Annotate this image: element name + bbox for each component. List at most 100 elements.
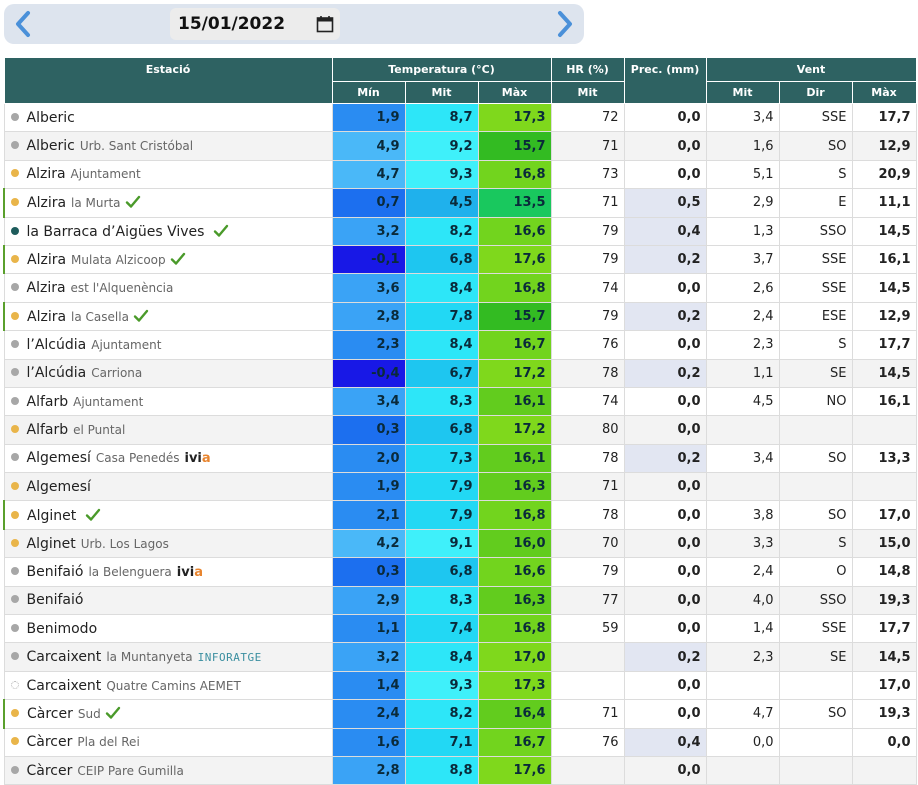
station-row[interactable]: Algemesí Casa Penedés ivia 2,0 7,3 16,1 78 0,2 3… [3, 443, 917, 474]
station-name[interactable]: la Barraca d’Aigües Vives [26, 223, 205, 240]
station-name[interactable]: Algemesí [26, 450, 91, 467]
station-cell[interactable]: Alzira Ajuntament [3, 159, 333, 190]
station-row[interactable]: Benifaió la Belenguera ivia 0,3 6,8 16,6 79 0,0… [3, 557, 917, 587]
station-row[interactable]: Alzira est l'Alquenència 3,6 8,4 16,8 74 0,0 2,… [3, 273, 917, 303]
station-name[interactable]: Alfarb [26, 421, 69, 438]
temp-min-cell: 4,7 [331, 159, 406, 190]
temp-max-cell: 17,2 [477, 358, 552, 388]
station-cell[interactable]: Benimodo [3, 614, 333, 644]
prec-cell: 0,0 [623, 131, 707, 161]
station-cell[interactable]: Alberic [3, 102, 333, 133]
next-day-button[interactable] [548, 6, 582, 42]
station-cell[interactable]: Carcaixent Quatre Camins AEMET [3, 670, 333, 701]
temp-max-cell: 16,8 [477, 500, 552, 530]
station-name[interactable]: Càrcer [26, 762, 73, 779]
temp-max-cell: 16,1 [477, 386, 552, 417]
station-name[interactable]: Alzira [27, 252, 67, 269]
date-input[interactable]: 15/01/2022 [170, 8, 340, 40]
station-name[interactable]: Benimodo [26, 620, 98, 637]
station-cell[interactable]: Alfarb el Puntal [3, 415, 333, 445]
station-row[interactable]: Alzira Ajuntament 4,7 9,3 16,8 73 0,0 5,1 S 20,9 [3, 159, 917, 190]
station-cell[interactable]: Alzira la Murta [3, 188, 333, 218]
station-name[interactable]: Benifaió [26, 563, 84, 580]
station-name[interactable]: Carcaixent [26, 649, 102, 666]
header-temp-mit[interactable]: Mit [404, 81, 479, 104]
station-name[interactable]: Alginet [27, 507, 77, 524]
calendar-icon[interactable] [316, 15, 334, 33]
temp-mit-cell: 7,9 [404, 500, 479, 530]
station-name[interactable]: Càrcer [26, 734, 73, 751]
station-cell[interactable]: Algemesí Casa Penedés ivia [3, 443, 333, 474]
station-cell[interactable]: Alzira est l'Alquenència [3, 273, 333, 303]
station-cell[interactable]: l’Alcúdia Carriona [3, 358, 333, 388]
station-name[interactable]: l’Alcúdia [26, 365, 87, 382]
station-cell[interactable]: Alginet [3, 500, 333, 530]
temp-min-cell: 2,8 [331, 755, 406, 785]
station-cell[interactable]: Carcaixent la Muntanyeta INFORATGE [3, 642, 333, 672]
temp-min-cell: 1,9 [331, 102, 406, 133]
header-wind-dir[interactable]: Dir [778, 81, 853, 104]
station-row[interactable]: Alberic 1,9 8,7 17,3 72 0,0 3,4 SSE 17,7 [3, 102, 917, 133]
station-row[interactable]: Alzira Mulata Alzicoop -0,1 6,8 17,6 79 0,2 3,7… [3, 244, 917, 275]
station-cell[interactable]: Benifaió [3, 585, 333, 616]
station-cell[interactable]: Càrcer Sud [3, 699, 333, 729]
station-cell[interactable]: Alzira la Casella [3, 301, 333, 332]
station-cell[interactable]: l’Alcúdia Ajuntament [3, 330, 333, 360]
header-wind-max[interactable]: Màx [851, 81, 917, 104]
station-cell[interactable]: Alzira Mulata Alzicoop [3, 244, 333, 275]
station-row[interactable]: Alfarb el Puntal 0,3 6,8 17,2 80 0,0 [3, 415, 917, 445]
station-name[interactable]: Càrcer [27, 706, 73, 723]
header-prec[interactable]: Prec. (mm) [623, 57, 707, 104]
chevron-left-icon [16, 11, 30, 37]
station-row[interactable]: Benimodo 1,1 7,4 16,8 59 0,0 1,4 SSE 17,7 [3, 614, 917, 644]
station-name[interactable]: Alberic [26, 109, 75, 126]
station-row[interactable]: Alzira la Casella 2,8 7,8 15,7 79 0,2 2,4 ESE 12,… [3, 301, 917, 332]
station-name[interactable]: Alzira [26, 166, 66, 183]
header-hr-mit[interactable]: Mit [550, 81, 625, 104]
station-row[interactable]: l’Alcúdia Ajuntament 2,3 8,4 16,7 76 0,0 2,3 S 17… [3, 330, 917, 360]
station-name[interactable]: Alzira [27, 308, 67, 325]
station-cell[interactable]: Alberic Urb. Sant Cristóbal [3, 131, 333, 161]
station-row[interactable]: Alginet Urb. Los Lagos 4,2 9,1 16,0 70 0,0 3,3 S… [3, 528, 917, 559]
station-row[interactable]: Alginet 2,1 7,9 16,8 78 0,0 3,8 SO 17,0 [3, 500, 917, 530]
station-cell[interactable]: la Barraca d’Aigües Vives [3, 216, 333, 246]
station-cell[interactable]: Alginet Urb. Los Lagos [3, 528, 333, 559]
hr-cell: 71 [550, 188, 625, 218]
previous-day-button[interactable] [6, 6, 40, 42]
station-row[interactable]: Alfarb Ajuntament 3,4 8,3 16,1 74 0,0 4,5 NO 16,1 [3, 386, 917, 417]
header-temp-max[interactable]: Màx [477, 81, 552, 104]
station-name[interactable]: Alzira [26, 280, 66, 297]
station-cell[interactable]: Algemesí [3, 472, 333, 502]
station-row[interactable]: Càrcer Pla del Rei 1,6 7,1 16,7 76 0,4 0,0 0,0 [3, 727, 917, 757]
station-name[interactable]: Carcaixent [26, 677, 102, 694]
station-name[interactable]: Alzira [27, 195, 67, 212]
station-row[interactable]: Alzira la Murta 0,7 4,5 13,5 71 0,5 2,9 E 11,1 [3, 188, 917, 218]
station-cell[interactable]: Alfarb Ajuntament [3, 386, 333, 417]
station-name[interactable]: Benifaió [26, 592, 84, 609]
station-name[interactable]: l’Alcúdia [26, 336, 87, 353]
prec-cell: 0,0 [623, 557, 707, 587]
station-name[interactable]: Algemesí [26, 478, 91, 495]
station-cell[interactable]: Càrcer CEIP Pare Gumilla [3, 755, 333, 785]
station-row[interactable]: Alberic Urb. Sant Cristóbal 4,9 9,2 15,7 71 0,… [3, 131, 917, 161]
station-row[interactable]: Benifaió 2,9 8,3 16,3 77 0,0 4,0 SSO 19,3 [3, 585, 917, 616]
station-status-dot-icon [10, 112, 19, 121]
header-temp-min[interactable]: Mín [331, 81, 406, 104]
station-row[interactable]: Carcaixent Quatre Camins AEMET 1,4 9,3 17,3 0… [3, 670, 917, 701]
station-row[interactable]: l’Alcúdia Carriona -0,4 6,7 17,2 78 0,2 1,1 SE 14… [3, 358, 917, 388]
station-name[interactable]: Alginet [26, 535, 76, 552]
station-row[interactable]: Algemesí 1,9 7,9 16,3 71 0,0 [3, 472, 917, 502]
station-name[interactable]: Alfarb [26, 393, 69, 410]
prec-cell: 0,0 [623, 330, 707, 360]
station-cell[interactable]: Benifaió la Belenguera ivia [3, 557, 333, 587]
validated-check-icon [133, 309, 149, 322]
station-cell[interactable]: Càrcer Pla del Rei [3, 727, 333, 757]
header-wind-mit[interactable]: Mit [705, 81, 780, 104]
station-row[interactable]: Càrcer Sud 2,4 8,2 16,4 71 0,0 4,7 SO 19,3 [3, 699, 917, 729]
wind-mit-cell: 2,3 [705, 330, 780, 360]
header-station[interactable]: Estació [3, 57, 333, 104]
station-name[interactable]: Alberic [26, 138, 75, 155]
station-row[interactable]: Càrcer CEIP Pare Gumilla 2,8 8,8 17,6 0,0 [3, 755, 917, 785]
station-row[interactable]: la Barraca d’Aigües Vives 3,2 8,2 16,6 79 0,4… [3, 216, 917, 246]
station-row[interactable]: Carcaixent la Muntanyeta INFORATGE 3,2 8,4 17… [3, 642, 917, 672]
